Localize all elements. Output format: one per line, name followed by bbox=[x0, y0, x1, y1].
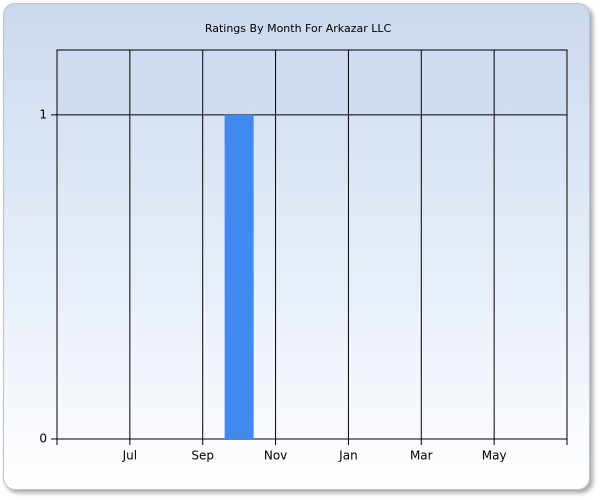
bar bbox=[224, 114, 254, 439]
x-tick-label: Jan bbox=[338, 449, 358, 463]
y-tick-label: 0 bbox=[39, 432, 47, 446]
x-tick-label: Jul bbox=[122, 449, 137, 463]
x-tick-label: Mar bbox=[410, 449, 433, 463]
x-tick-label: May bbox=[482, 449, 507, 463]
plot-top-band bbox=[57, 50, 567, 115]
x-tick-label: Nov bbox=[264, 449, 287, 463]
y-tick-label: 1 bbox=[39, 107, 47, 121]
chart-title: Ratings By Month For Arkazar LLC bbox=[205, 22, 392, 35]
x-tick-label: Sep bbox=[191, 449, 214, 463]
